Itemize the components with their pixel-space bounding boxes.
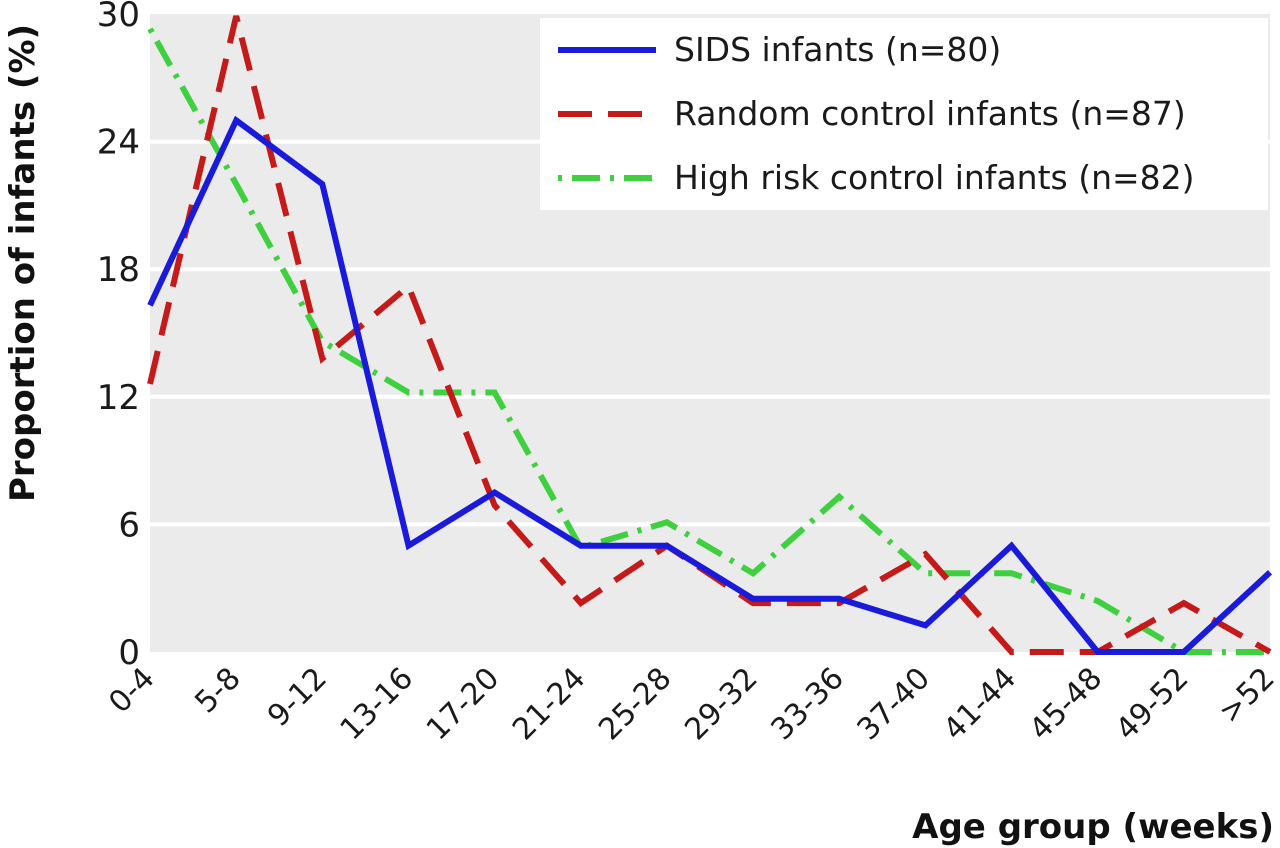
legend: SIDS infants (n=80) Random control infant… <box>540 18 1268 210</box>
x-tick-label: 33-36 <box>764 661 850 747</box>
y-tick-label: 18 <box>97 250 140 290</box>
y-tick-label: 0 <box>118 633 140 673</box>
x-tick-label: 25-28 <box>592 661 678 747</box>
x-tick-label: 5-8 <box>188 661 247 720</box>
x-tick-label: 29-32 <box>678 661 764 747</box>
y-tick-label: 24 <box>97 123 140 163</box>
x-axis-ticks: 0-4 5-8 9-12 13-16 17-20 21-24 25-28 29-32 33-36… <box>102 661 1280 747</box>
series-line <box>147 27 1270 655</box>
legend-label: SIDS infants (n=80) <box>674 30 1001 69</box>
y-tick-label: 30 <box>97 0 140 35</box>
y-axis-title: Proportion of infants (%) <box>3 24 43 502</box>
y-axis-ticks: 0 6 12 18 24 30 <box>97 0 140 673</box>
x-tick-label: 9-12 <box>261 661 334 734</box>
y-tick-label: 6 <box>118 505 140 545</box>
legend-label: High risk control infants (n=82) <box>674 158 1195 197</box>
legend-label: Random control infants (n=87) <box>674 94 1186 133</box>
x-tick-label: 0-4 <box>102 661 161 720</box>
series-line <box>147 115 1273 655</box>
legend-box <box>540 18 1268 210</box>
x-tick-label: 49-52 <box>1109 661 1195 747</box>
x-tick-label: 17-20 <box>420 661 506 747</box>
series-lines <box>147 15 1273 655</box>
x-tick-label: >52 <box>1212 661 1280 731</box>
x-tick-label: 13-16 <box>334 661 420 747</box>
x-tick-label: 37-40 <box>851 661 937 747</box>
x-tick-label: 21-24 <box>506 661 592 747</box>
y-tick-label: 12 <box>97 378 140 418</box>
x-tick-label: 41-44 <box>937 661 1023 747</box>
x-axis-title: Age group (weeks) <box>912 807 1274 847</box>
x-tick-label: 45-48 <box>1023 661 1109 747</box>
